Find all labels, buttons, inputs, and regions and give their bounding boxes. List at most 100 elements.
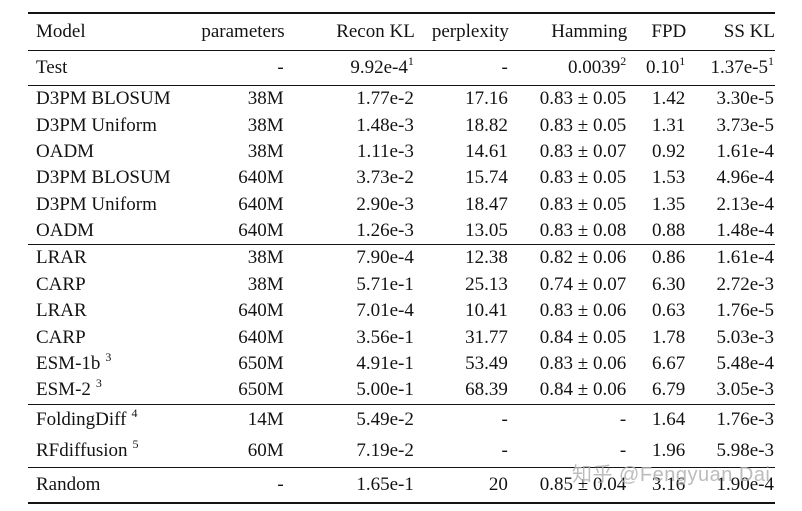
value-cell: - <box>509 404 627 436</box>
cell-text: 1.26e-3 <box>356 220 414 242</box>
value-cell: 38M <box>201 272 284 298</box>
footnote-marker: 4 <box>131 405 138 420</box>
cell-text: ESM-1b <box>36 352 101 374</box>
cell-text: 650M <box>238 352 284 374</box>
table-row: D3PM BLOSUM 38M 1.77e-2 17.16 0.83 ± 0.05 1.4… <box>28 86 775 113</box>
value-cell: 0.84 ± 0.06 <box>509 377 627 404</box>
value-cell: 38M <box>201 245 284 272</box>
cell-text: 0.83 ± 0.05 <box>539 193 627 215</box>
cell-text: 1.90e-4 <box>716 473 774 495</box>
cell-text: 1.48e-4 <box>716 220 774 242</box>
value-cell: 38M <box>201 112 284 138</box>
cell-text: 1.35 <box>651 193 686 215</box>
value-cell: 2.72e-3 <box>686 272 775 298</box>
cell-text: 0.83 ± 0.06 <box>539 352 627 374</box>
footnote-marker: 1 <box>407 53 414 68</box>
value-cell: 3.05e-3 <box>686 377 775 404</box>
model-name-cell: CARP <box>28 324 201 350</box>
cell-text: 5.03e-3 <box>716 326 774 348</box>
cell-text: 2.90e-3 <box>356 193 414 215</box>
cell-text: 1.48e-3 <box>356 114 414 136</box>
cell-text: 5.48e-4 <box>716 352 774 374</box>
table-row: LRAR 38M 7.90e-4 12.38 0.82 ± 0.06 0.86 1.61e-… <box>28 245 775 272</box>
value-cell: 640M <box>201 165 284 191</box>
cell-text: Random <box>36 473 101 495</box>
value-cell: 0.92 <box>627 139 686 165</box>
model-name-cell: RFdiffusion 5 <box>28 436 201 468</box>
value-cell: 14M <box>201 404 284 436</box>
cell-text: 2.72e-3 <box>716 273 774 295</box>
value-cell: 3.73e-2 <box>285 165 415 191</box>
row-group-random: Random - 1.65e-1 20 0.85 ± 0.04 3.16 1.90e-4 <box>28 467 775 503</box>
footnote-marker: 2 <box>620 53 627 68</box>
header-hamming: Hamming <box>551 21 628 42</box>
cell-text: 0.86 <box>651 247 686 269</box>
cell-text: 18.82 <box>465 114 508 136</box>
cell-text: 1.96 <box>651 440 686 461</box>
value-cell: 5.03e-3 <box>686 324 775 350</box>
value-cell: 5.71e-1 <box>285 272 415 298</box>
cell-text: OADM <box>36 140 95 162</box>
table-row: D3PM Uniform 640M 2.90e-3 18.47 0.83 ± 0.05 1… <box>28 192 775 218</box>
cell-text: D3PM BLOSUM <box>36 88 171 110</box>
row-group-autoregressive-masked: LRAR 38M 7.90e-4 12.38 0.82 ± 0.06 0.86 1.61e-… <box>28 244 775 404</box>
value-cell: 1.42 <box>627 86 686 113</box>
cell-text: 20 <box>488 473 508 495</box>
value-cell: 0.82 ± 0.06 <box>509 245 627 272</box>
cell-text: 0.84 ± 0.05 <box>539 326 627 348</box>
model-name-cell: FoldingDiff 4 <box>28 404 201 436</box>
model-name-cell: ESM-1b 3 <box>28 351 201 377</box>
value-cell: 0.63 <box>627 298 686 324</box>
cell-text: CARP <box>36 326 86 348</box>
model-name-cell: OADM <box>28 139 201 165</box>
cell-text: 18.47 <box>465 193 508 215</box>
value-cell: 1.61e-4 <box>686 139 775 165</box>
cell-text: 0.63 <box>651 300 686 322</box>
header-model: Model <box>36 21 86 42</box>
cell-text: 0.92 <box>651 140 686 162</box>
cell-text: 12.38 <box>465 247 508 269</box>
value-cell: 640M <box>201 324 284 350</box>
table-row: OADM 38M 1.11e-3 14.61 0.83 ± 0.07 0.92 1.61e-… <box>28 139 775 165</box>
cell-text: 3.05e-3 <box>716 379 774 401</box>
cell-text: D3PM Uniform <box>36 193 157 215</box>
value-cell: 0.88 <box>627 218 686 245</box>
model-name-cell: D3PM Uniform <box>28 112 201 138</box>
header-perplexity: perplexity <box>431 21 509 42</box>
value-cell: 4.91e-1 <box>285 351 415 377</box>
cell-text: 650M <box>238 379 284 401</box>
cell-text: 0.83 ± 0.05 <box>539 167 627 189</box>
header-fpd: FPD <box>651 21 687 42</box>
cell-text: 0.85 ± 0.04 <box>539 473 627 495</box>
value-cell: 2.13e-4 <box>686 192 775 218</box>
value-cell: - <box>509 436 627 468</box>
value-cell: 5.98e-3 <box>686 436 775 468</box>
value-cell: 650M <box>201 351 284 377</box>
value-cell: - <box>415 436 509 468</box>
cell-text: - <box>501 409 508 430</box>
cell-text: 1.61e-4 <box>716 247 774 269</box>
cell-text: 53.49 <box>465 352 508 374</box>
value-cell: 7.90e-4 <box>285 245 415 272</box>
value-cell: 18.47 <box>415 192 509 218</box>
value-cell: 38M <box>201 139 284 165</box>
value-cell: - <box>415 51 509 86</box>
value-cell: 38M <box>201 86 284 113</box>
cell-text: 2.13e-4 <box>716 193 774 215</box>
value-cell: 0.83 ± 0.06 <box>509 298 627 324</box>
value-cell: 0.86 <box>627 245 686 272</box>
cell-text: 1.53 <box>651 167 686 189</box>
table-row: Test -9.92e-41-0.00392 0.101 1.37e-51 <box>28 51 775 86</box>
value-cell: 25.13 <box>415 272 509 298</box>
cell-text: 0.83 ± 0.07 <box>539 140 627 162</box>
table-row: RFdiffusion 5 60M 7.19e-2 - - 1.96 5.98e-3 <box>28 436 775 468</box>
cell-text: 1.76e-5 <box>716 300 774 322</box>
value-cell: 9.92e-41 <box>285 51 415 86</box>
value-cell: 640M <box>201 298 284 324</box>
value-cell: 60M <box>201 436 284 468</box>
cell-text: 68.39 <box>465 379 508 401</box>
cell-text: 1.76e-3 <box>716 409 774 430</box>
cell-text: 5.98e-3 <box>716 440 774 461</box>
cell-text: 17.16 <box>465 88 508 110</box>
